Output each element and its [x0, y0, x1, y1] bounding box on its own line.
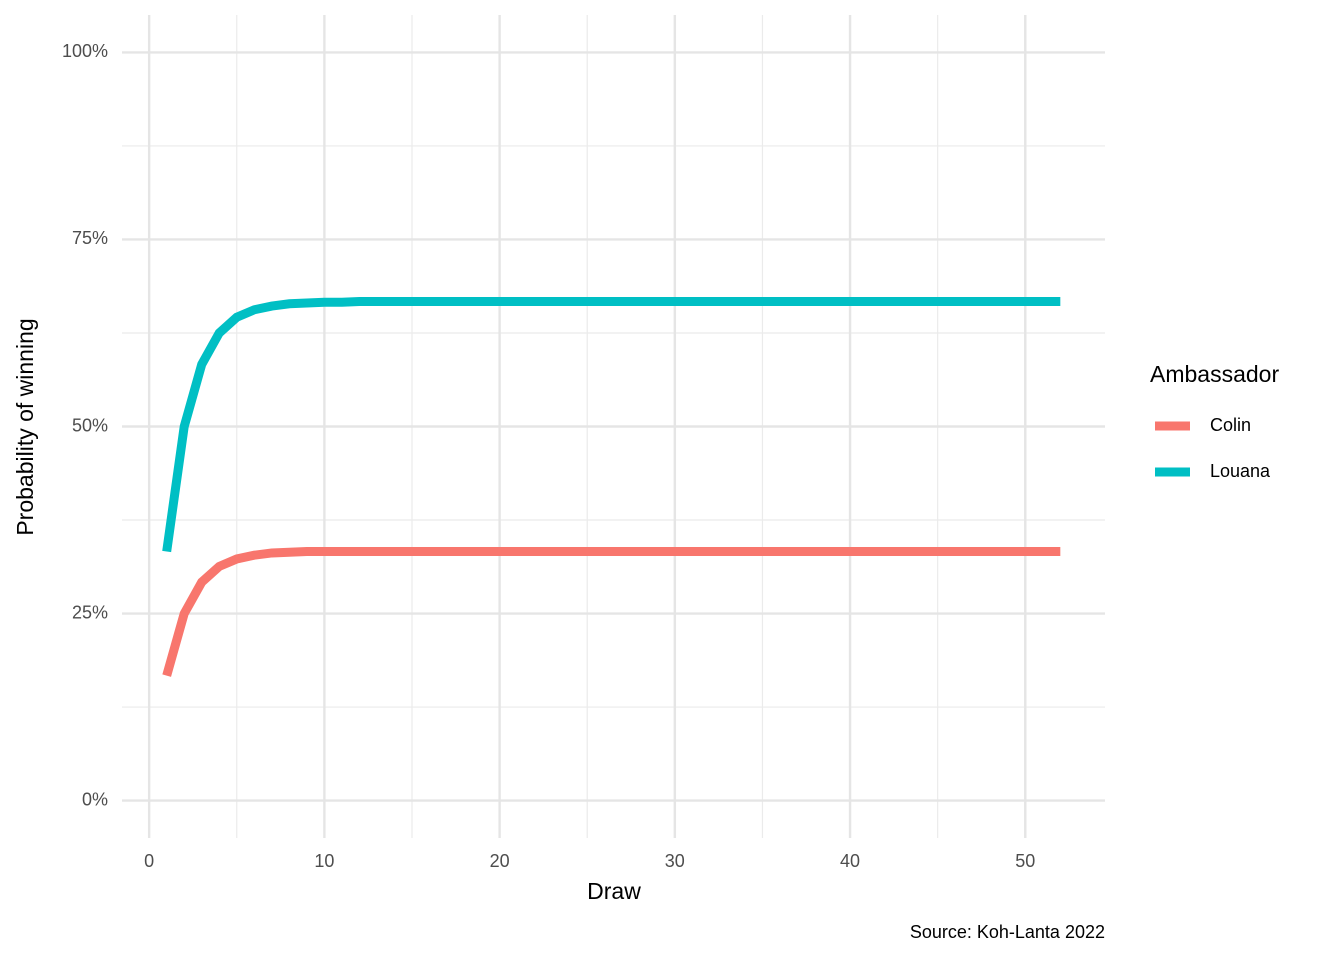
x-tick-label: 30 [665, 851, 685, 871]
x-tick-label: 0 [144, 851, 154, 871]
y-tick-label: 100% [62, 41, 108, 61]
legend-label: Colin [1210, 415, 1251, 435]
series-line [162, 546, 1061, 677]
x-tick-label: 40 [840, 851, 860, 871]
x-axis-label: Draw [587, 878, 641, 904]
legend-title: Ambassador [1150, 361, 1279, 387]
y-tick-label: 0% [82, 789, 108, 809]
y-axis-label: Probability of winning [12, 318, 38, 535]
legend-label: Louana [1210, 461, 1271, 481]
series-line [162, 297, 1061, 553]
x-tick-label: 20 [490, 851, 510, 871]
caption: Source: Koh-Lanta 2022 [910, 922, 1105, 942]
x-tick-label: 50 [1015, 851, 1035, 871]
y-tick-label: 50% [72, 415, 108, 435]
x-tick-label: 10 [314, 851, 334, 871]
y-tick-label: 75% [72, 228, 108, 248]
y-tick-label: 25% [72, 602, 108, 622]
